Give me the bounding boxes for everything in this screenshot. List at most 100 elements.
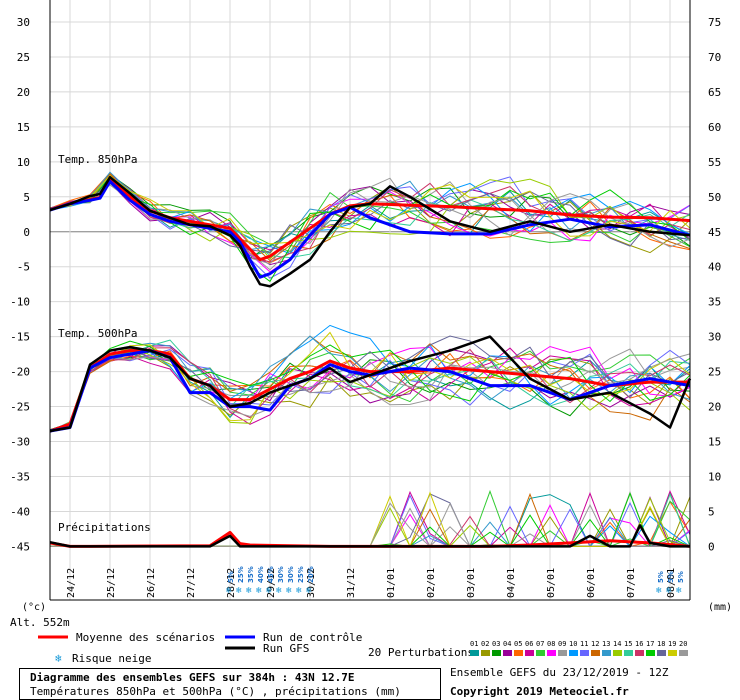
date-label: 06/01 (586, 568, 597, 598)
perturbation-swatch (679, 650, 688, 656)
right-tick-label: 65 (708, 86, 721, 99)
copyright: Copyright 2019 Meteociel.fr (450, 685, 629, 698)
right-tick-label: 60 (708, 121, 721, 134)
perturbation-swatch (668, 650, 677, 656)
perturbation-swatch (613, 650, 622, 656)
left-tick-label: 25 (17, 51, 30, 64)
snow-risk-marker: 5% ❄ (676, 571, 685, 596)
perturbation-id: 07 (536, 640, 544, 648)
snowflake-icon: ❄ (286, 586, 292, 596)
perturbation-id: 09 (558, 640, 566, 648)
snow-risk-pct: 25% (237, 566, 245, 583)
left-tick-label: -10 (10, 296, 30, 309)
perturbation-swatch (591, 650, 600, 656)
perturbation-id: 06 (525, 640, 533, 648)
snowflake-icon: ❄ (676, 586, 682, 596)
snow-risk-marker: 5% ❄ (656, 571, 665, 596)
snow-risk-marker: 25% ❄ (236, 566, 245, 596)
snow-risk-marker: 20% ❄ (306, 566, 315, 596)
date-label: 03/01 (466, 568, 477, 598)
perturbation-id: 20 (679, 640, 687, 648)
right-tick-label: 10 (708, 470, 721, 483)
perturbation-swatch (514, 650, 523, 656)
left-tick-label: -15 (10, 331, 30, 344)
perturbation-swatch (602, 650, 611, 656)
snow-risk-marker: 30% ❄ (276, 566, 285, 596)
perturbation-swatch (525, 650, 534, 656)
right-tick-label: 5 (708, 505, 715, 518)
right-tick-label: 55 (708, 156, 721, 169)
right-unit: (mm) (708, 602, 732, 613)
left-tick-label: -45 (10, 540, 30, 553)
perturbation-id: 17 (646, 640, 654, 648)
perturbation-id: 12 (591, 640, 599, 648)
panel-label-t500: Temp. 500hPa (58, 327, 137, 340)
chart-legend: Moyenne des scénarios Run de contrôleRun … (38, 631, 688, 665)
snow-risk-pct: 30% (287, 566, 295, 583)
gfs-line-t850 (49, 175, 691, 288)
right-tick-label: 45 (708, 226, 721, 239)
perturbation-swatch (492, 650, 501, 656)
perturbation-id: 13 (602, 640, 610, 648)
date-label: 26/12 (146, 568, 157, 598)
snow-risk-marker: 30% ❄ (286, 566, 295, 596)
right-tick-label: 35 (708, 296, 721, 309)
left-tick-label: -20 (10, 366, 30, 379)
snow-risk-pct: 5% (227, 571, 235, 583)
snowflake-icon: ❄ (666, 586, 672, 596)
perturbation-id: 15 (624, 640, 632, 648)
mean-line-t500 (49, 349, 690, 433)
chart-grid (50, 0, 690, 600)
date-label: 29/12 (266, 568, 277, 598)
control-line-t850 (49, 179, 691, 279)
perturbation-id: 10 (569, 640, 577, 648)
left-tick-label: 20 (17, 86, 30, 99)
panel-label-t850: Temp. 850hPa (58, 153, 137, 166)
right-tick-label: 70 (708, 51, 721, 64)
date-label: 28/12 (226, 568, 237, 598)
perturbation-swatch (503, 650, 512, 656)
chart-subtitle: Températures 850hPa et 500hPa (°C) , pré… (30, 685, 401, 698)
perturbation-swatch (536, 650, 545, 656)
perturbation-id: 11 (580, 640, 588, 648)
perturbation-swatch (657, 650, 666, 656)
main-series-lines (49, 175, 692, 548)
perturbation-swatch (547, 650, 556, 656)
right-tick-label: 40 (708, 261, 721, 274)
snow-risk-marker: 35% ❄ (246, 566, 255, 596)
snowflake-icon: ❄ (236, 586, 242, 596)
right-tick-label: 75 (708, 16, 721, 29)
run-info: Ensemble GEFS du 23/12/2019 - 12Z (450, 666, 669, 679)
left-tick-label: -25 (10, 401, 30, 414)
snowflake-icon: ❄ (266, 586, 272, 596)
right-tick-label: 50 (708, 191, 721, 204)
snow-risk-pct: 25% (297, 566, 305, 583)
perturbation-id: 14 (613, 640, 621, 648)
date-label: 24/12 (66, 568, 77, 598)
perturbation-id: 04 (503, 640, 511, 648)
snow-risk-marker: 5% ❄ (226, 571, 235, 596)
gfs-line-precip (49, 524, 690, 548)
perturbation-line (49, 353, 691, 433)
perturbation-line (49, 184, 691, 265)
perturbation-line (49, 176, 691, 283)
date-label: 07/01 (626, 568, 637, 598)
snow-risk-pct: 5% (677, 571, 685, 583)
perturbation-swatch (624, 650, 633, 656)
perturbation-id: 18 (657, 640, 665, 648)
perturbation-id: 03 (492, 640, 500, 648)
snowflake-icon: ❄ (226, 586, 232, 596)
date-label: 05/01 (546, 568, 557, 598)
perturbation-line (49, 339, 691, 433)
legend-mean-label: Moyenne des scénarios (76, 631, 215, 644)
left-tick-label: 15 (17, 121, 30, 134)
perturbation-swatch (580, 650, 589, 656)
legend-perturbations-label: 20 Perturbations (368, 646, 474, 659)
snow-risk-pct: 30% (277, 566, 285, 583)
left-tick-label: 10 (17, 156, 30, 169)
perturbation-swatch (646, 650, 655, 656)
date-label: 01/01 (386, 568, 397, 598)
snow-risk-pct: 5% (667, 571, 675, 583)
date-label: 02/01 (426, 568, 437, 598)
